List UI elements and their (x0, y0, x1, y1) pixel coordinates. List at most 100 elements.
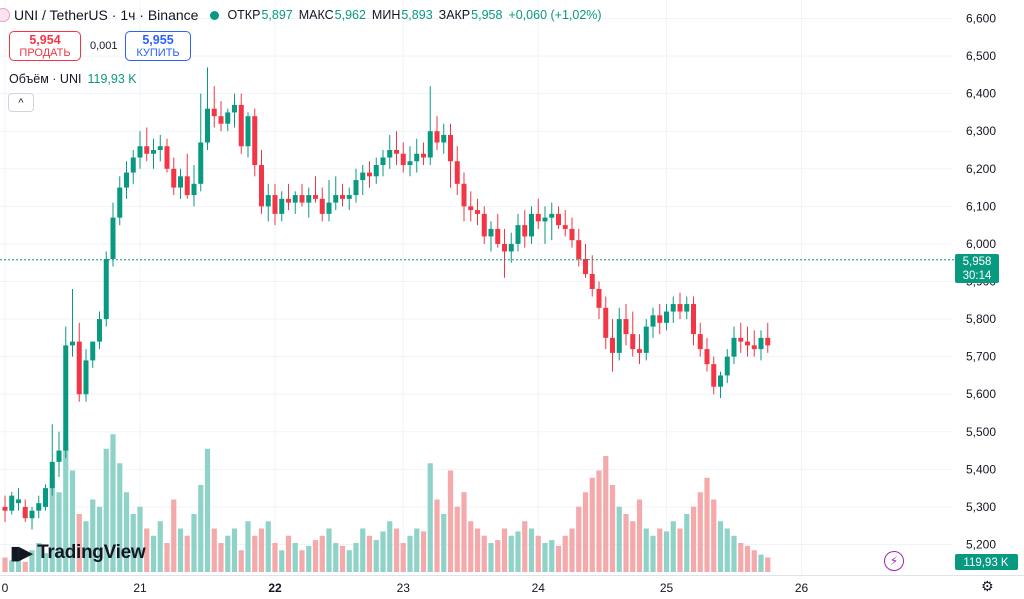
volume-bar (83, 521, 89, 572)
candle-body (434, 131, 440, 143)
volume-bar (285, 535, 292, 572)
chevron-up-icon[interactable]: ^ (8, 93, 34, 112)
candle-body (164, 146, 170, 169)
candle (664, 304, 669, 331)
volume-bar (231, 528, 238, 572)
volume-bar (576, 506, 582, 572)
volume-bar (373, 540, 379, 572)
candle-body (603, 307, 609, 338)
time-axis[interactable]: 0 21 22 23 24 25 26 (2, 581, 809, 595)
candle (272, 183, 278, 226)
volume-bar (677, 528, 683, 572)
candle-body (36, 503, 42, 511)
volume-last-value: 119,93 K (963, 557, 1009, 569)
candle (265, 183, 271, 222)
candle (144, 127, 150, 162)
volume-bar (488, 543, 494, 572)
candle-body (569, 228, 575, 241)
volume-bar (468, 521, 474, 572)
candle (83, 349, 89, 402)
candle-body (29, 510, 35, 519)
candle-body (313, 195, 318, 199)
low-label: МИН (371, 8, 401, 22)
price-tick-label: 5,500 (966, 425, 996, 439)
candle-body (414, 153, 420, 162)
lightning-icon[interactable]: ⚡ (884, 551, 904, 571)
volume-bar (15, 554, 22, 572)
candle-body (245, 116, 251, 147)
candle (576, 228, 582, 267)
candle (319, 187, 325, 222)
volume-bar (596, 470, 602, 572)
candle (279, 191, 285, 222)
candle (29, 506, 35, 530)
candle (535, 198, 541, 229)
volume-bar (643, 528, 649, 572)
candle-body (238, 104, 244, 147)
candle-body (326, 202, 332, 214)
candle-body (475, 210, 480, 214)
candle-body (286, 198, 291, 203)
candle (326, 180, 332, 222)
candle-body (353, 180, 359, 196)
buy-label: КУПИТЬ (136, 47, 180, 59)
high-value: 5,962 (334, 8, 366, 22)
candle-body (198, 142, 204, 184)
candle-body (367, 172, 372, 177)
symbol-title[interactable]: UNI / TetherUS · 1ч · Binance (14, 7, 199, 23)
volume-bar (123, 492, 130, 572)
volume-bar (339, 545, 346, 572)
candle-body (508, 243, 514, 252)
candle-body (664, 311, 669, 323)
buy-price: 5,955 (142, 33, 174, 47)
candle (434, 116, 440, 150)
volume-bar (90, 499, 96, 572)
candle-body (157, 146, 163, 150)
candle (36, 495, 42, 519)
volume-bar (110, 434, 116, 572)
candle-body (481, 213, 487, 237)
candle-body (70, 341, 75, 346)
candle (70, 289, 75, 357)
candle-body (2, 506, 8, 511)
volume-bar (238, 550, 244, 572)
price-tick-label: 6,100 (966, 199, 996, 213)
candle (731, 326, 737, 365)
candle-body (515, 225, 521, 244)
candle (151, 138, 156, 169)
volume-bar (63, 441, 69, 572)
candle (670, 296, 676, 323)
buy-button[interactable]: 5,955 КУПИТЬ (125, 31, 191, 61)
candle (225, 108, 231, 132)
candle (481, 206, 487, 244)
candle (643, 319, 649, 361)
candle (205, 67, 210, 150)
volume-bar (690, 506, 697, 572)
volume-bar (528, 528, 535, 572)
gear-icon[interactable]: ⚙ (981, 578, 994, 594)
candle-body (556, 213, 561, 226)
candle-body (218, 116, 224, 124)
time-tick-label: 22 (268, 581, 282, 595)
volume-bar (49, 477, 55, 572)
candle (238, 93, 244, 154)
volume-bar (414, 528, 420, 572)
candle (650, 307, 656, 338)
candle-body (205, 108, 210, 143)
volume-indicator-legend[interactable]: Объём · UNI 119,93 K (9, 72, 137, 86)
candle-body (340, 195, 345, 199)
candle-body (333, 195, 339, 203)
volume-bar (42, 553, 49, 572)
volume-bar (650, 535, 656, 572)
candle-body (265, 195, 271, 207)
volume-bars (2, 434, 771, 572)
candle-body (542, 217, 548, 222)
candle (360, 165, 366, 196)
time-tick-label: 21 (133, 581, 147, 595)
candlesticks (2, 67, 771, 530)
sell-button[interactable]: 5,954 ПРОДАТЬ (9, 31, 81, 61)
candle-body (711, 364, 717, 387)
candle-body (596, 289, 602, 308)
volume-bar (292, 543, 298, 572)
